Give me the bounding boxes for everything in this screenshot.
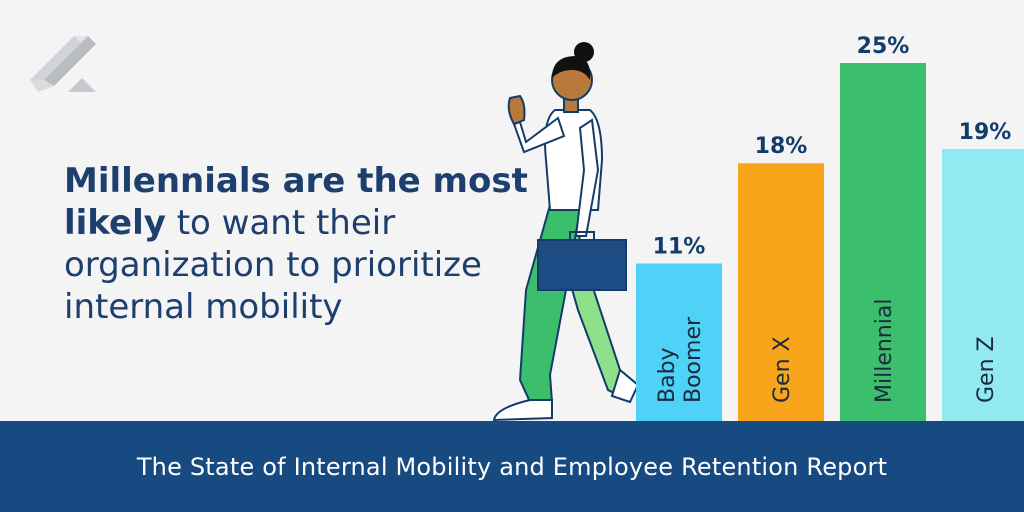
- brand-logo-icon: [30, 36, 96, 92]
- bar-millennial: [840, 63, 926, 421]
- footer-banner: The State of Internal Mobility and Emplo…: [0, 421, 1024, 512]
- bar-gen-z: [942, 148, 1024, 422]
- bar-gen-x: [738, 163, 824, 422]
- headline-emphasis: Millennials are the most likely: [64, 161, 528, 243]
- bar-baby-boomer: [636, 263, 722, 421]
- value-label-gen-z: 19%: [959, 120, 1012, 145]
- category-label-gen-z: Gen Z: [974, 336, 999, 403]
- value-label-baby-boomer: 11%: [653, 234, 706, 259]
- category-label-baby-boomer: BabyBoomer: [655, 316, 706, 403]
- headline-rest: to want their organization to prioritize…: [64, 203, 482, 327]
- footer-title: The State of Internal Mobility and Emplo…: [136, 452, 888, 481]
- category-label-millennial: Millennial: [872, 299, 897, 403]
- value-label-gen-x: 18%: [755, 134, 808, 159]
- value-label-millennial: 25%: [857, 34, 910, 59]
- headline: Millennials are the most likely to want …: [64, 160, 534, 328]
- walking-woman-illustration: [492, 42, 640, 422]
- category-label-gen-x: Gen X: [770, 336, 795, 403]
